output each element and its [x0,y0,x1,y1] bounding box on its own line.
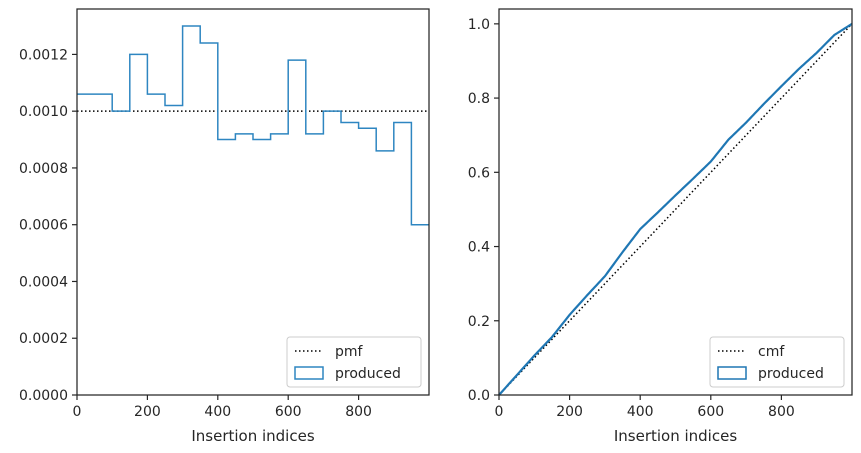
legend-produced-label: produced [758,366,824,382]
y-tick-label: 0.2 [468,314,490,330]
x-tick-label: 600 [275,404,302,420]
pmf-histogram-panel: 0 200 400 600 800 0.00000.00020.00040.00060.… [19,8,430,445]
legend: pmf produced [286,336,422,388]
x-tick-label: 800 [345,404,372,420]
plot-frame [76,8,430,396]
y-tick-label: 1.0 [468,17,490,33]
y-tick-label: 0.6 [468,165,490,181]
histogram-bin [183,26,201,395]
y-tick-label: 0.0004 [19,274,68,290]
series-cmf-line [498,23,853,396]
y-tick-label: 0.0012 [19,47,68,63]
plot-frame [498,8,853,396]
legend-produced-swatch [294,366,324,380]
x-tick-label: 600 [697,404,724,420]
y-tick-label: 0.8 [468,91,490,107]
histogram-bin [147,94,165,395]
legend-pmf-label: pmf [335,344,364,360]
y-tick-label: 0.0010 [19,104,68,120]
y-tick-label: 0.0006 [19,218,68,234]
histogram-bin [200,43,218,395]
y-tick-label: 0.0002 [19,331,68,347]
y-tick-label: 0.4 [468,240,490,256]
histogram-bin [235,134,253,395]
x-tick-label: 400 [627,404,654,420]
y-tick-label: 0.0 [468,388,490,404]
plot-marks [77,25,429,396]
y-axis-ticks: 0.0000 0.0002 0.0004 0.0006 0.0008 0.0010 0.00… [19,47,77,404]
legend: cmf produced [709,336,845,388]
legend-cmf-label: cmf [758,344,785,360]
series-produced-step [77,25,429,226]
y-tick-label: 0.0008 [19,161,68,177]
histogram-bin [271,134,289,395]
x-tick-label: 200 [556,404,583,420]
x-tick-label: 0 [495,404,504,420]
histogram-bin [112,111,130,395]
legend-box [286,336,422,388]
legend-box [709,336,845,388]
x-tick-label: 200 [134,404,161,420]
x-axis-label: Insertion indices [614,427,737,445]
x-axis-label: Insertion indices [191,427,314,445]
histogram-bin [218,140,236,395]
legend-produced-label: produced [335,366,401,382]
histogram-bin [77,94,95,395]
histogram-bin [130,54,148,395]
legend-produced-swatch [717,366,747,380]
histogram-bin [95,94,113,395]
x-axis-ticks: 0 200 400 600 800 [73,395,372,420]
x-tick-label: 400 [204,404,231,420]
x-tick-label: 800 [768,404,795,420]
y-tick-label: 0.0000 [19,388,68,404]
x-tick-label: 0 [73,404,82,420]
histogram-bin [253,140,271,395]
cmf-cumulative-panel: 0 200 400 600 800 0.0 0.2 0.4 0.6 0.8 1.0 Inserti… [468,8,853,445]
y-axis-ticks: 0.0 0.2 0.4 0.6 0.8 1.0 [468,17,499,404]
x-axis-ticks: 0 200 400 600 800 [495,395,795,420]
histogram-bin [165,106,183,396]
